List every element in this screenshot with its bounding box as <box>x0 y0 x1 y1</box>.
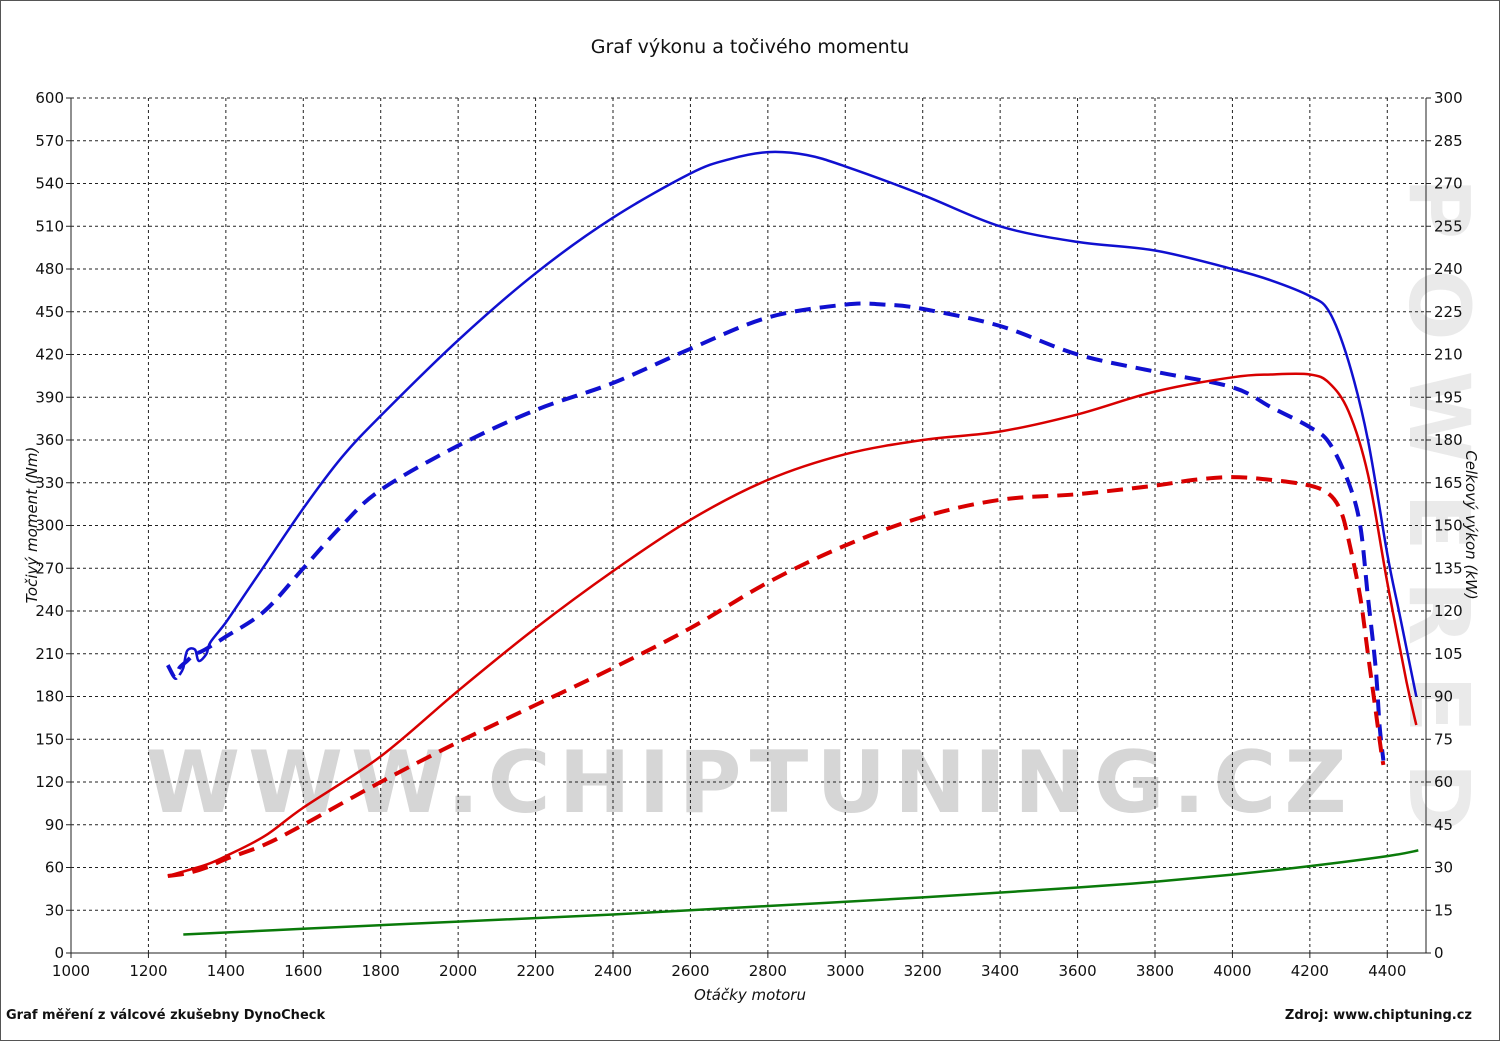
y-left-tick-label: 360 <box>35 431 64 449</box>
x-tick-label: 2800 <box>749 962 787 980</box>
y-left-tick-label: 600 <box>35 89 64 107</box>
y-right-tick-label: 0 <box>1434 944 1444 962</box>
series-line-1 <box>178 150 1418 697</box>
y-left-tick-label: 510 <box>35 217 64 235</box>
y-left-tick-label: 330 <box>35 474 64 492</box>
watermark-side-right: POWERED <box>1390 178 1488 863</box>
watermark-url: WWW.CHIPTUNING.CZ <box>145 733 1355 833</box>
y-right-tick-label: 285 <box>1434 132 1463 150</box>
series-line-2 <box>166 301 1386 761</box>
y-right-tick-label: 15 <box>1434 901 1453 919</box>
y-left-tick-label: 480 <box>35 260 64 278</box>
x-tick-label: 2200 <box>516 962 554 980</box>
y-right-tick-label: 300 <box>1434 89 1463 107</box>
footer-source-note: Graf měření z válcové zkušebny DynoCheck <box>6 1008 326 1023</box>
y-left-tick-label: 210 <box>35 645 64 663</box>
x-tick-label: 2000 <box>439 962 477 980</box>
x-tick-label: 1000 <box>52 962 90 980</box>
y-left-tick-label: 60 <box>45 859 64 877</box>
x-axis-label: Otáčky motoru <box>694 986 806 1004</box>
y-right-tick-label: 180 <box>1434 431 1463 449</box>
y-right-tick-label: 75 <box>1434 730 1453 748</box>
y-left-tick-label: 120 <box>35 773 64 791</box>
y-right-tick-label: 30 <box>1434 859 1453 877</box>
x-tick-label: 1600 <box>284 962 322 980</box>
y-left-tick-label: 300 <box>35 517 64 535</box>
chart-title: Graf výkonu a točivého momentu <box>591 36 909 58</box>
x-tick-label: 1400 <box>207 962 245 980</box>
x-tick-label: 3200 <box>904 962 942 980</box>
x-tick-label: 2600 <box>671 962 709 980</box>
x-tick-label: 4400 <box>1368 962 1406 980</box>
grid <box>71 97 1426 953</box>
footer-source-link[interactable]: Zdroj: www.chiptuning.cz <box>1284 1008 1472 1023</box>
y-right-tick-label: 255 <box>1434 217 1463 235</box>
y-right-tick-label: 45 <box>1434 816 1453 834</box>
watermark: WWW.CHIPTUNING.CZ POWERED POWERED <box>145 178 1488 863</box>
y-right-tick-label: 135 <box>1434 559 1463 577</box>
y-axis-label-left: Točivý moment (Nm) <box>23 447 41 604</box>
y-right-tick-label: 120 <box>1434 602 1463 620</box>
series-group <box>166 150 1419 936</box>
y-left-tick-label: 0 <box>54 944 64 962</box>
y-right-tick-label: 210 <box>1434 346 1463 364</box>
y-left-tick-label: 180 <box>35 688 64 706</box>
y-left-tick-label: 240 <box>35 602 64 620</box>
x-tick-label: 1200 <box>129 962 167 980</box>
y-right-tick-label: 240 <box>1434 260 1463 278</box>
y-right-tick-label: 105 <box>1434 645 1463 663</box>
y-left-tick-label: 390 <box>35 388 64 406</box>
x-tick-label: 3600 <box>1058 962 1096 980</box>
y-axis-label-right: Celkový výkon (kW) <box>1462 450 1480 599</box>
x-tick-label: 4200 <box>1291 962 1329 980</box>
x-tick-label: 3000 <box>826 962 864 980</box>
y-left-tick-label: 420 <box>35 346 64 364</box>
y-right-tick-label: 150 <box>1434 517 1463 535</box>
x-tick-label: 4000 <box>1213 962 1251 980</box>
x-tick-label: 1800 <box>362 962 400 980</box>
y-right-tick-label: 60 <box>1434 773 1453 791</box>
y-left-tick-label: 90 <box>45 816 64 834</box>
y-right-tick-label: 165 <box>1434 474 1463 492</box>
y-left-tick-label: 540 <box>35 175 64 193</box>
series-line-5 <box>183 849 1419 936</box>
y-left-tick-label: 270 <box>35 559 64 577</box>
x-tick-label: 3400 <box>981 962 1019 980</box>
series-line-3 <box>167 372 1418 878</box>
y-right-tick-label: 195 <box>1434 388 1463 406</box>
y-right-tick-label: 270 <box>1434 175 1463 193</box>
y-left-tick-label: 450 <box>35 303 64 321</box>
tick-labels: 1000 1200 1400 1600 1800 2000 2200 2400 2600 2800… <box>35 89 1462 980</box>
x-tick-label: 3800 <box>1136 962 1174 980</box>
y-left-tick-label: 30 <box>45 901 64 919</box>
series-line-4 <box>167 475 1386 878</box>
y-right-tick-label: 90 <box>1434 688 1453 706</box>
y-left-tick-label: 150 <box>35 730 64 748</box>
axes <box>66 97 1431 958</box>
y-left-tick-label: 570 <box>35 132 64 150</box>
y-right-tick-label: 225 <box>1434 303 1463 321</box>
x-tick-label: 2400 <box>594 962 632 980</box>
